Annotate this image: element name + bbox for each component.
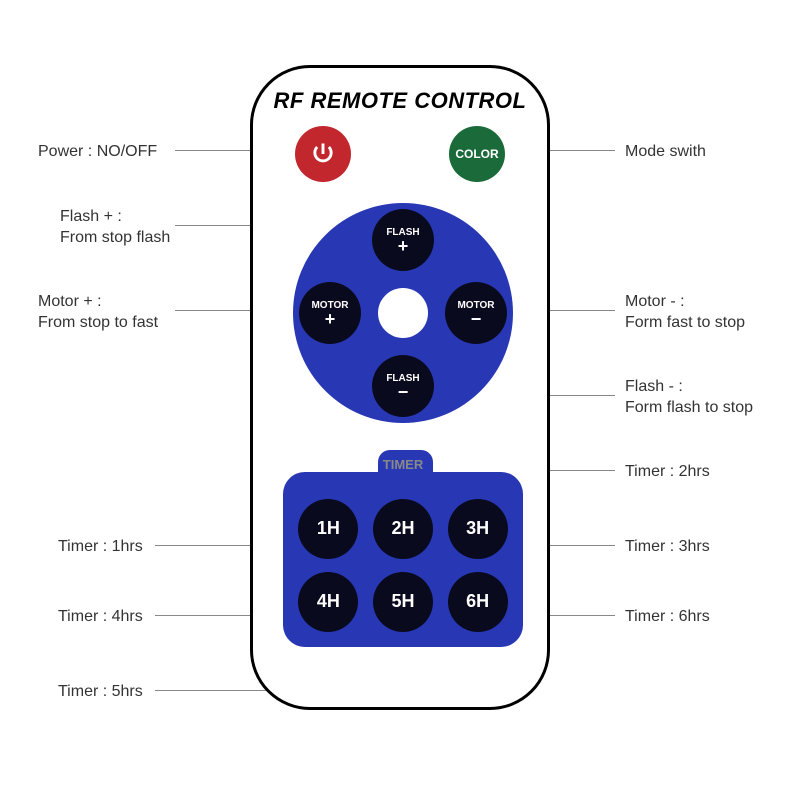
timer-grid: 1H 2H 3H 4H 5H 6H bbox=[283, 490, 523, 640]
color-button[interactable]: COLOR bbox=[449, 126, 505, 182]
plus-icon: + bbox=[325, 312, 336, 326]
power-icon bbox=[309, 140, 337, 168]
label-text: Motor - : bbox=[625, 293, 685, 310]
timer-1h-button[interactable]: 1H bbox=[298, 499, 358, 559]
timer-header-label: TIMER bbox=[383, 457, 423, 472]
label-motor-plus: Motor + : From stop to fast bbox=[38, 292, 158, 334]
timer-6h-button[interactable]: 6H bbox=[448, 572, 508, 632]
label-timer-5: Timer : 5hrs bbox=[58, 682, 143, 703]
remote-body: RF REMOTE CONTROL COLOR FLASH + MOTOR + … bbox=[250, 65, 550, 710]
label-flash-plus: Flash + : From stop flash bbox=[60, 207, 170, 249]
label-text: Form flash to stop bbox=[625, 399, 753, 416]
label-timer-4: Timer : 4hrs bbox=[58, 607, 143, 628]
label-mode: Mode swith bbox=[625, 142, 706, 163]
dpad-center-hole bbox=[378, 288, 428, 338]
timer-5h-button[interactable]: 5H bbox=[373, 572, 433, 632]
minus-icon: − bbox=[398, 385, 409, 399]
label-text: Form fast to stop bbox=[625, 314, 745, 331]
label-timer-2: Timer : 2hrs bbox=[625, 462, 710, 483]
timer-2h-button[interactable]: 2H bbox=[373, 499, 433, 559]
motor-minus-button[interactable]: MOTOR − bbox=[445, 282, 507, 344]
flash-plus-button[interactable]: FLASH + bbox=[372, 209, 434, 271]
label-text: From stop to fast bbox=[38, 314, 158, 331]
motor-plus-button[interactable]: MOTOR + bbox=[299, 282, 361, 344]
label-timer-1: Timer : 1hrs bbox=[58, 537, 143, 558]
label-timer-3: Timer : 3hrs bbox=[625, 537, 710, 558]
plus-icon: + bbox=[398, 239, 409, 253]
remote-title: RF REMOTE CONTROL bbox=[253, 88, 547, 114]
timer-4h-button[interactable]: 4H bbox=[298, 572, 358, 632]
label-text: Flash - : bbox=[625, 378, 683, 395]
timer-3h-button[interactable]: 3H bbox=[448, 499, 508, 559]
minus-icon: − bbox=[471, 312, 482, 326]
label-text: From stop flash bbox=[60, 229, 170, 246]
color-button-label: COLOR bbox=[455, 147, 498, 161]
label-text: Motor + : bbox=[38, 293, 102, 310]
label-power: Power : NO/OFF bbox=[38, 142, 157, 163]
label-timer-6: Timer : 6hrs bbox=[625, 607, 710, 628]
timer-panel: TIMER 1H 2H 3H 4H 5H 6H bbox=[283, 472, 523, 647]
power-button[interactable] bbox=[295, 126, 351, 182]
label-motor-minus: Motor - : Form fast to stop bbox=[625, 292, 745, 334]
flash-minus-button[interactable]: FLASH − bbox=[372, 355, 434, 417]
dpad-panel: FLASH + MOTOR + MOTOR − FLASH − bbox=[293, 203, 513, 423]
label-text: Flash + : bbox=[60, 208, 122, 225]
label-flash-minus: Flash - : Form flash to stop bbox=[625, 377, 753, 419]
